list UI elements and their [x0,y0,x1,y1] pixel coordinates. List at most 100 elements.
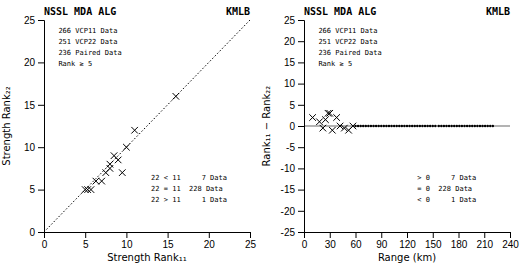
tick-mark [298,20,304,21]
point-dot [448,125,450,127]
annotation-line: 22 < 11 7 Data [151,174,227,182]
y-axis-label: Rank₁₁ − Rank₂₂ [261,86,272,167]
tick: 0 [302,232,308,250]
point-x [320,125,327,132]
point-dot [438,125,440,127]
point-dot [456,125,458,127]
reference-line [304,126,510,127]
tick-mark [330,232,331,238]
tick-label: 0 [289,121,295,132]
tick-mark [298,190,304,191]
tick-mark [38,20,44,21]
tick: 25 [284,15,304,26]
panel: 05101520250510152025NSSL MDA ALGKMLBStre… [1,6,256,263]
point-x [333,114,340,121]
point-dot [406,125,408,127]
tick-label: 20 [284,36,296,47]
point-x [329,127,336,134]
point-dot [426,125,428,127]
annotation-line: 266 VCP11 Data [318,27,377,35]
annotation-line: 251 VCP22 Data [58,38,117,46]
tick-mark [126,232,127,238]
point-dot [484,125,486,127]
point-dot [445,125,447,127]
tick-mark [298,126,304,127]
panel: 0306090120150180210240-25-20-15-10-50510… [261,6,519,263]
tick: 25 [245,232,257,250]
tick-label: 20 [24,57,36,68]
tick-label: 15 [284,57,296,68]
annotation-line: 236 Paired Data [318,49,381,57]
tick: 15 [284,57,304,68]
point-dot [453,125,455,127]
point-dot [450,125,452,127]
tick-label: 120 [399,239,416,250]
point-x [326,110,333,117]
point-dot [440,125,442,127]
tick-mark [250,232,251,238]
tick: 5 [83,232,89,250]
point-dot [388,125,390,127]
annotation: 266 VCP11 Data251 VCP22 Data236 Paired D… [58,27,121,68]
tick: 0 [289,121,304,132]
tick-mark [168,232,169,238]
tick: 30 [325,232,337,250]
point-dot [380,125,382,127]
point-x [93,178,100,185]
tick-label: -10 [281,163,296,174]
point-dot [359,125,361,127]
point-dot [365,125,367,127]
point-dot [370,125,372,127]
tick-label: -25 [281,227,296,238]
point-x [98,178,105,185]
point-dot [432,125,434,127]
point-x [84,186,91,193]
point-dot [443,125,445,127]
point-dot [466,125,468,127]
subtitle: KMLB [486,6,510,17]
point-dot [385,125,387,127]
y-axis-label: Strength Rank₂₂ [1,86,12,165]
annotation-line: < 0 1 Data [417,196,476,204]
point-dot [362,125,364,127]
annotation: 266 VCP11 Data251 VCP22 Data236 Paired D… [318,27,381,68]
title: NSSL MDA ALG [304,6,376,17]
tick-label: 25 [245,239,257,250]
point-dot [463,125,465,127]
tick-label: 180 [451,239,468,250]
point-dot [393,125,395,127]
tick-mark [298,105,304,106]
tick-label: 0 [29,227,35,238]
tick: 20 [24,57,44,68]
axis-line [305,233,511,239]
tick-label: 0 [302,239,308,250]
annotation-line: 22 = 11 228 Data [151,185,223,193]
tick: 180 [451,232,468,250]
annotation-line: 236 Paired Data [58,49,121,57]
tick: 25 [24,15,44,26]
point-dot [375,125,377,127]
point-dot [396,125,398,127]
point-x [88,186,95,193]
tick: 0 [29,227,44,238]
y-axis: 0510152025 [24,15,45,238]
tick-label: 150 [425,239,442,250]
point-dot [468,125,470,127]
annotation-line: Rank ≥ 5 [58,60,92,68]
tick: 5 [289,100,304,111]
point-dot [390,125,392,127]
point-dot [401,125,403,127]
tick-label: 5 [29,184,35,195]
tick-mark [407,232,408,238]
tick: 20 [284,36,304,47]
tick-mark [209,232,210,238]
point-x [173,93,180,100]
tick-label: 5 [83,239,89,250]
point-dot [424,125,426,127]
tick: 210 [476,232,493,250]
tick-mark [298,232,304,233]
annotation: > 0 7 Data= 0 228 Data< 0 1 Data [417,174,476,204]
point-dot [486,125,488,127]
point-dot [489,125,491,127]
tick-mark [298,168,304,169]
